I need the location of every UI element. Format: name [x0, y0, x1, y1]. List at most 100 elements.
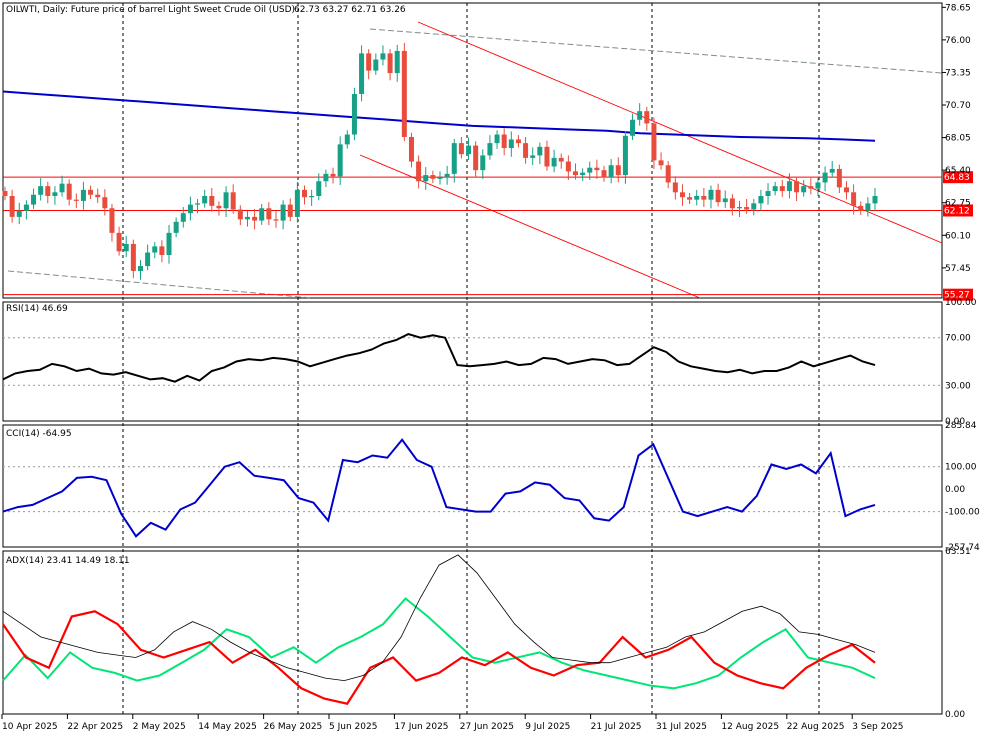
- candle-body: [751, 203, 757, 210]
- cci-tick-label: -100.00: [945, 508, 980, 518]
- rsi-tick-label: 70.00: [945, 334, 971, 344]
- candle-body: [679, 192, 685, 198]
- candle-body: [615, 165, 621, 176]
- candle-body: [244, 216, 250, 220]
- candle-body: [401, 50, 407, 137]
- price-tick-label: 73.35: [945, 68, 971, 78]
- candle-body: [758, 195, 764, 204]
- moving-average-line: [2, 90, 876, 142]
- candle-body: [280, 204, 286, 221]
- cci-tick-label: 100.00: [945, 463, 977, 473]
- price-tick-label: 76.00: [945, 36, 971, 46]
- candle-body: [237, 209, 243, 220]
- cci-label: CCI(14) -64.95: [6, 429, 72, 439]
- candle-body: [109, 208, 115, 233]
- price-tick-label: 60.10: [945, 231, 971, 241]
- candle-body: [765, 191, 771, 196]
- candle-body: [572, 171, 578, 176]
- rsi-line: [2, 333, 876, 383]
- candle-body: [266, 208, 272, 220]
- price-tick-label: 62.75: [945, 199, 971, 209]
- rsi-pane-frame: [2, 301, 943, 422]
- candle-body: [865, 203, 871, 211]
- candle-body: [88, 189, 94, 195]
- candle-body: [808, 186, 814, 189]
- candle-body: [316, 181, 322, 196]
- ohlc-readout: 62.73 63.27 62.71 63.26: [294, 5, 406, 15]
- candle-body: [73, 199, 79, 201]
- candle-body: [187, 204, 193, 214]
- cci-pane-frame: [2, 424, 943, 548]
- candle-body: [829, 168, 835, 173]
- candle-body: [580, 172, 586, 176]
- candle-body: [622, 135, 628, 176]
- candle-body: [779, 186, 785, 192]
- candle-body: [287, 204, 293, 217]
- candle-body: [822, 172, 828, 183]
- candle-body: [80, 189, 86, 201]
- candle-body: [23, 204, 29, 211]
- adx-label: ADX(14) 23.41 14.49 18.11: [6, 556, 130, 566]
- candle-body: [515, 139, 521, 144]
- candle-body: [801, 186, 807, 193]
- x-tick-label: 2 May 2025: [133, 722, 186, 732]
- candle-body: [2, 191, 8, 196]
- candle-body: [95, 194, 101, 198]
- candle-body: [444, 173, 450, 178]
- candle-body: [216, 205, 222, 209]
- upper-long-trendline: [369, 28, 943, 74]
- rsi-tick-label: 30.00: [945, 381, 971, 391]
- candle-body: [52, 192, 58, 196]
- candle-body: [59, 183, 65, 193]
- candle-body: [430, 175, 436, 179]
- candle-body: [45, 186, 51, 196]
- candle-body: [359, 53, 365, 94]
- price-pane-frame: [2, 2, 943, 299]
- candle-body: [794, 181, 800, 193]
- plus-di-line: [2, 597, 876, 690]
- candle-body: [858, 205, 864, 211]
- price-tick-label: 65.40: [945, 166, 971, 176]
- candle-body: [594, 167, 600, 171]
- x-tick-label: 31 Jul 2025: [656, 722, 707, 732]
- cci-line: [2, 438, 876, 538]
- candle-body: [145, 252, 151, 267]
- candle-body: [872, 195, 878, 204]
- candle-body: [209, 195, 215, 206]
- candle-body: [252, 216, 258, 221]
- candle-body: [772, 186, 778, 192]
- price-level-tag: [943, 171, 973, 184]
- candle-body: [608, 165, 614, 178]
- candle-body: [123, 243, 129, 252]
- channel-lower-line: [359, 154, 701, 299]
- candle-body: [672, 182, 678, 193]
- x-tick-label: 10 Apr 2025: [2, 722, 58, 732]
- candle-body: [708, 189, 714, 200]
- candle-body: [373, 59, 379, 71]
- candle-body: [223, 192, 229, 209]
- candle-body: [651, 123, 657, 161]
- candle-body: [737, 207, 743, 209]
- candle-body: [330, 173, 336, 177]
- candle-body: [744, 207, 750, 210]
- price-tick-label: 68.05: [945, 134, 971, 144]
- candle-body: [16, 210, 22, 217]
- candle-body: [152, 246, 158, 253]
- x-tick-label: 21 Jul 2025: [591, 722, 642, 732]
- candle-body: [116, 232, 122, 252]
- candle-body: [366, 53, 372, 71]
- price-tick-label: 78.65: [945, 3, 971, 13]
- candle-body: [416, 161, 422, 182]
- cci-tick-label: -257.74: [945, 543, 980, 553]
- candle-body: [466, 145, 472, 155]
- candle-body: [195, 203, 201, 205]
- candle-body: [815, 182, 821, 189]
- x-tick-label: 22 Aug 2025: [787, 722, 845, 732]
- candle-body: [387, 53, 393, 74]
- candle-body: [544, 146, 550, 167]
- candle-body: [701, 195, 707, 200]
- candle-body: [130, 243, 136, 271]
- candle-body: [180, 213, 186, 222]
- candle-body: [302, 189, 308, 198]
